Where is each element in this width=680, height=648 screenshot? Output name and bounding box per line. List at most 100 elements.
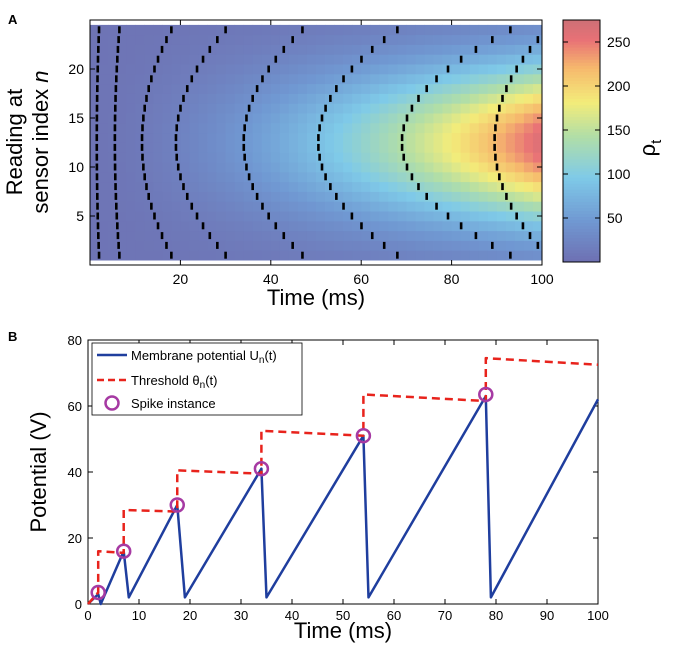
spike-mark	[96, 75, 99, 83]
heatmap-cell	[153, 64, 163, 75]
heatmap-cell	[478, 142, 489, 153]
heatmap-cell	[469, 171, 480, 183]
heatmap-cell	[442, 240, 452, 251]
heatmap-cell	[415, 83, 425, 94]
spike-mark	[521, 222, 525, 230]
heatmap-cell	[288, 73, 299, 85]
heatmap-cell	[514, 93, 525, 104]
heatmap-cell	[361, 73, 371, 85]
line-plot-y-label: Potential (V)	[26, 411, 51, 532]
heatmap-cell	[352, 113, 362, 124]
spike-mark	[360, 222, 363, 230]
heatmap-cell	[207, 24, 217, 36]
spike-mark	[446, 212, 450, 220]
colorbar-segment	[563, 186, 600, 190]
heatmap-cell	[424, 230, 434, 241]
heatmap-cell	[352, 240, 362, 251]
heatmap-cell	[144, 122, 154, 134]
heatmap-cell	[487, 181, 498, 192]
heatmap-cell	[108, 181, 118, 192]
heatmap-cell	[198, 103, 208, 114]
spike-mark	[165, 36, 168, 44]
heatmap-cell	[478, 24, 489, 36]
heatmap-cell	[180, 103, 190, 114]
heatmap-cell	[523, 83, 534, 94]
spike-mark	[141, 124, 144, 132]
colorbar-segment	[563, 20, 600, 24]
heatmap-cell	[117, 211, 127, 222]
heatmap-cell	[216, 181, 226, 192]
spike-mark	[96, 212, 100, 220]
heatmap-cell	[306, 250, 317, 261]
heatmap-cell	[442, 181, 452, 192]
heatmap-cell	[99, 122, 109, 134]
heatmap-cell	[352, 211, 362, 222]
heatmap-cell	[370, 54, 380, 65]
heatmap-cell	[334, 103, 344, 114]
heatmap-cell	[225, 142, 236, 153]
heatmap-cell	[306, 24, 317, 36]
spike-mark	[247, 104, 251, 112]
heatmap-cell	[361, 142, 371, 153]
heatmap-cell	[361, 64, 371, 75]
heatmap-cell	[153, 230, 163, 241]
heatmap-cell	[469, 54, 480, 65]
heatmap-cell	[460, 220, 471, 232]
heatmap-cell	[334, 73, 344, 85]
heatmap-cell	[469, 191, 480, 202]
heatmap-cell	[370, 220, 380, 232]
heatmap-cell	[325, 64, 335, 75]
heatmap-cell	[433, 142, 443, 153]
colorbar-segment	[563, 80, 600, 84]
heatmap-cell	[433, 211, 443, 222]
heatmap-cell	[198, 240, 208, 251]
heatmap-y-tick-label: 5	[76, 208, 84, 224]
heatmap-cell	[406, 73, 416, 85]
heatmap-cell	[532, 230, 543, 241]
heatmap-cell	[370, 122, 380, 134]
heatmap-cell	[532, 103, 543, 114]
colorbar-segment	[563, 240, 600, 245]
heatmap-cell	[279, 54, 290, 65]
heatmap-cell	[198, 230, 208, 241]
heatmap-cell	[243, 44, 254, 55]
colorbar-segment	[563, 168, 600, 172]
heatmap-cell	[451, 83, 462, 94]
heatmap-cell	[433, 240, 443, 251]
heatmap-cell	[478, 103, 489, 114]
heatmap-cell	[406, 201, 416, 212]
spike-mark	[505, 85, 508, 93]
heatmap-cell	[424, 211, 434, 222]
heatmap-cell	[144, 230, 154, 241]
heatmap-cell	[126, 250, 136, 261]
heatmap-cell	[451, 142, 462, 153]
heatmap-cell	[352, 142, 362, 153]
heatmap-cell	[225, 171, 236, 183]
heatmap-cell	[442, 83, 452, 94]
heatmap-cell	[334, 240, 344, 251]
heatmap-cell	[433, 44, 443, 55]
heatmap-cell	[505, 103, 516, 114]
heatmap-axes: 20 40 60 80 100 5 10 15 20	[68, 20, 554, 287]
colorbar-segment	[563, 255, 600, 260]
heatmap-cell	[216, 44, 226, 55]
heatmap-y-tick-label: 20	[68, 61, 84, 77]
spike-mark	[179, 104, 182, 112]
heatmap-cell	[451, 171, 462, 183]
heatmap-cell	[406, 24, 416, 36]
heatmap-cell	[261, 171, 272, 183]
heatmap-cell	[279, 191, 290, 202]
heatmap-cell	[234, 44, 245, 55]
heatmap-cell	[252, 103, 263, 114]
heatmap-cell	[370, 132, 380, 143]
heatmap-cell	[198, 122, 208, 134]
heatmap-cell	[216, 201, 226, 212]
heatmap-cell	[117, 152, 127, 163]
heatmap-cell	[135, 211, 145, 222]
heatmap-cell	[424, 162, 434, 173]
heatmap-cell	[99, 113, 109, 124]
heatmap-cell	[343, 44, 353, 55]
heatmap-cell	[505, 181, 516, 192]
spike-mark	[242, 134, 246, 142]
heatmap-cell	[288, 132, 299, 143]
